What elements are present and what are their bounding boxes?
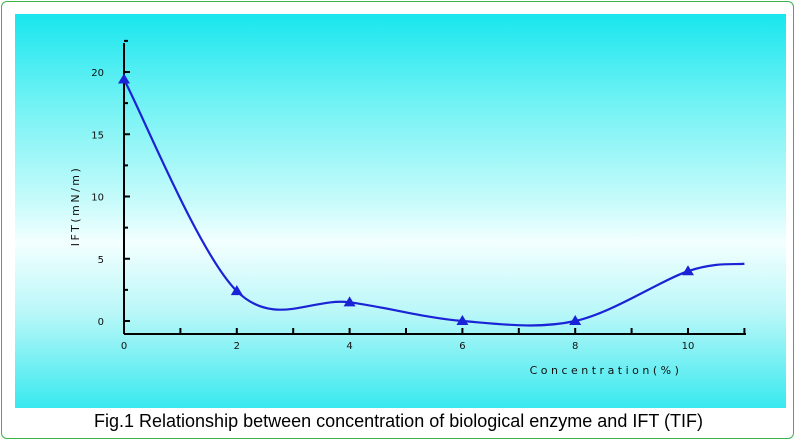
x-axis-title: Concentration(%) [530, 364, 683, 377]
y-tick-label: 20 [91, 68, 104, 79]
axes [123, 43, 746, 335]
markers [118, 73, 694, 325]
x-tick-label: 6 [459, 341, 465, 352]
y-tick-label: 10 [91, 193, 104, 204]
figure-caption: Fig.1 Relationship between concentration… [94, 411, 703, 431]
data-point-marker [230, 285, 243, 296]
ticks [123, 39, 746, 334]
data-point-marker [343, 296, 356, 307]
y-tick-label: 15 [91, 130, 104, 141]
x-tick-label: 8 [572, 341, 578, 352]
data-point-marker [569, 315, 582, 325]
x-tick-label: 2 [234, 341, 240, 352]
series-line [123, 78, 745, 327]
data-point-marker [456, 315, 469, 325]
plot-background [15, 14, 786, 408]
y-axis-title: IFT(mN/m) [69, 166, 82, 247]
y-tick-label: 5 [98, 255, 104, 266]
tick-labels: 0 2 4 6 8 10 0 5 10 15 20 [91, 68, 694, 352]
x-tick-label: 4 [346, 341, 352, 352]
data-point-marker [682, 265, 694, 276]
data-point-marker [118, 73, 130, 84]
x-tick-label: 0 [121, 341, 127, 352]
x-tick-label: 10 [682, 341, 695, 352]
y-tick-label: 0 [98, 317, 104, 328]
